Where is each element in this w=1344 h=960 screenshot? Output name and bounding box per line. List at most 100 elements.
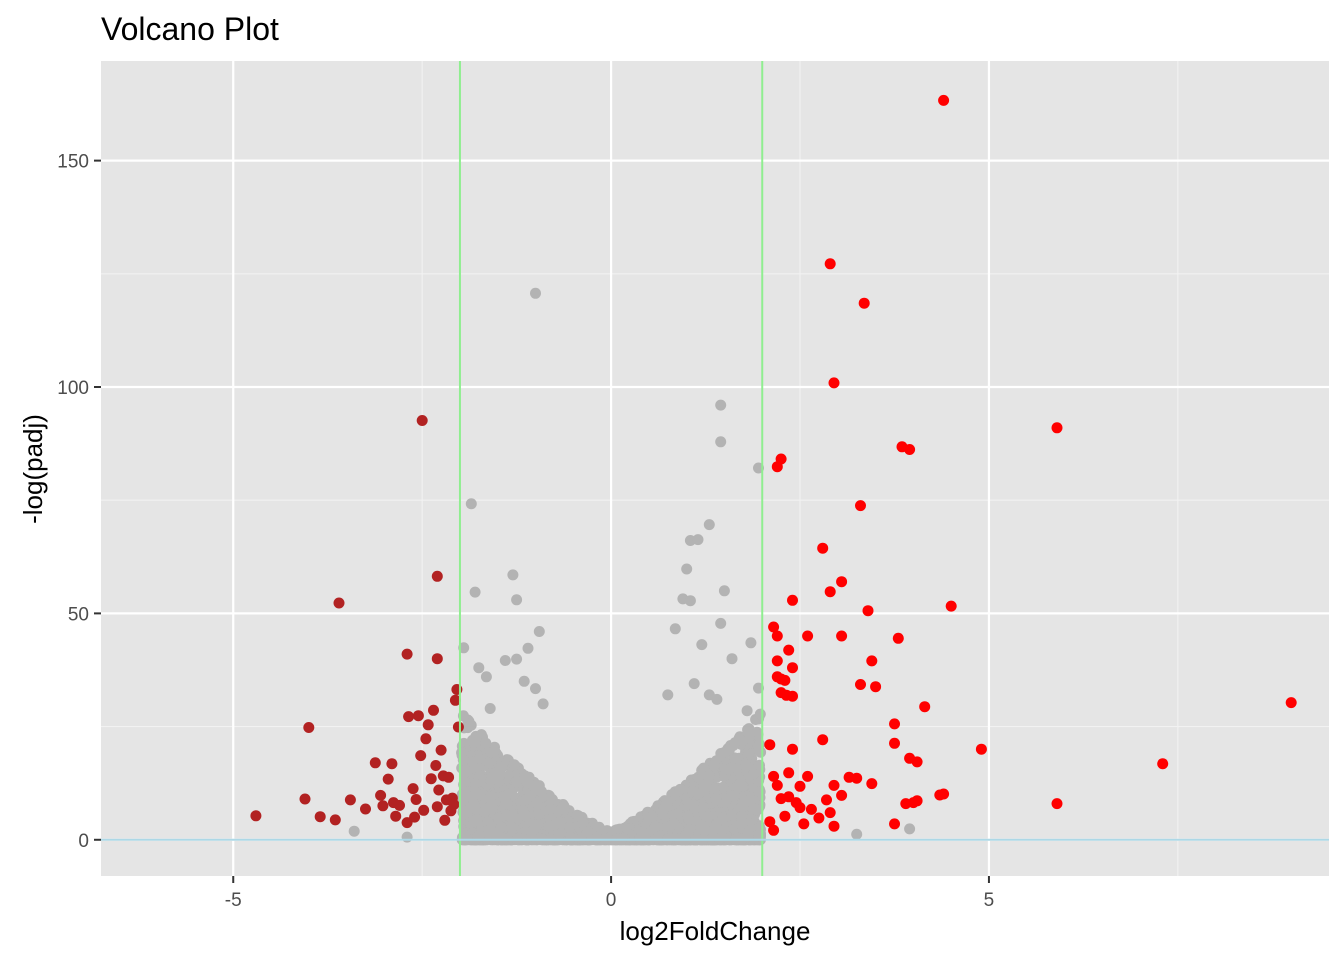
y-tick-label: 50 bbox=[68, 604, 89, 625]
data-point bbox=[768, 770, 780, 782]
nonsignificant-point bbox=[744, 793, 756, 805]
nonsignificant-point bbox=[683, 798, 695, 810]
nonsignificant-point bbox=[664, 820, 676, 832]
nonsignificant-point bbox=[674, 783, 686, 795]
data-point bbox=[1051, 798, 1063, 810]
data-point bbox=[824, 807, 836, 819]
data-point bbox=[911, 756, 923, 768]
data-point bbox=[469, 586, 481, 598]
plot-panel bbox=[101, 61, 1329, 876]
data-point bbox=[522, 642, 534, 654]
data-point bbox=[703, 519, 715, 531]
data-point bbox=[530, 287, 541, 299]
y-axis-title: -log(padj) bbox=[18, 414, 48, 524]
data-point bbox=[412, 710, 424, 722]
data-point bbox=[375, 789, 387, 801]
nonsignificant-point bbox=[717, 782, 728, 794]
data-point bbox=[428, 704, 439, 716]
data-point bbox=[688, 678, 700, 690]
data-point bbox=[403, 711, 415, 723]
data-point bbox=[726, 653, 738, 665]
data-point bbox=[431, 570, 443, 582]
data-point bbox=[828, 820, 840, 832]
data-point bbox=[518, 675, 530, 687]
data-point bbox=[945, 600, 957, 612]
data-point bbox=[771, 461, 783, 473]
data-point bbox=[452, 721, 464, 733]
nonsignificant-point bbox=[531, 819, 543, 831]
data-point bbox=[499, 655, 511, 666]
data-point bbox=[480, 671, 492, 683]
data-point bbox=[407, 783, 419, 795]
data-point bbox=[669, 623, 681, 635]
nonsignificant-point bbox=[582, 825, 594, 837]
nonsignificant-point bbox=[535, 785, 547, 797]
data-point bbox=[802, 630, 814, 642]
nonsignificant-point bbox=[671, 808, 683, 820]
data-point bbox=[465, 498, 477, 510]
data-point bbox=[507, 569, 519, 581]
nonsignificant-point bbox=[754, 708, 766, 720]
data-point bbox=[824, 586, 836, 598]
y-tick-label: 0 bbox=[78, 831, 89, 852]
data-point bbox=[836, 576, 848, 588]
nonsignificant-point bbox=[468, 802, 480, 814]
nonsignificant-point bbox=[713, 833, 725, 845]
data-point bbox=[443, 771, 455, 783]
data-point bbox=[382, 773, 394, 785]
data-point bbox=[821, 794, 832, 806]
nonsignificant-point-cloud bbox=[456, 708, 767, 846]
data-point bbox=[851, 772, 863, 784]
data-point bbox=[433, 784, 445, 796]
nonsignificant-point bbox=[658, 804, 670, 815]
nonsignificant-point bbox=[723, 763, 735, 775]
nonsignificant-point bbox=[564, 821, 575, 833]
data-point bbox=[449, 694, 461, 706]
data-point bbox=[369, 757, 381, 769]
nonsignificant-point bbox=[728, 752, 740, 764]
data-point bbox=[783, 767, 795, 779]
data-point bbox=[715, 617, 727, 629]
data-point bbox=[824, 258, 836, 270]
nonsignificant-point bbox=[528, 780, 540, 792]
nonsignificant-point bbox=[729, 823, 741, 835]
data-point bbox=[422, 719, 434, 731]
data-point bbox=[431, 653, 443, 665]
nonsignificant-point bbox=[653, 829, 665, 841]
data-point bbox=[711, 693, 723, 705]
nonsignificant-point bbox=[747, 768, 759, 780]
nonsignificant-point bbox=[692, 788, 704, 800]
data-point bbox=[794, 780, 806, 792]
nonsignificant-point bbox=[468, 816, 480, 828]
data-point bbox=[250, 810, 262, 822]
data-point bbox=[314, 811, 326, 823]
nonsignificant-point bbox=[484, 791, 496, 803]
data-point bbox=[684, 595, 696, 607]
x-tick-label: -5 bbox=[225, 890, 242, 911]
nonsignificant-point bbox=[475, 729, 487, 741]
data-point bbox=[299, 793, 311, 805]
data-point bbox=[828, 377, 840, 389]
x-axis-title: log2FoldChange bbox=[620, 916, 811, 946]
nonsignificant-point bbox=[533, 808, 545, 820]
data-point bbox=[836, 630, 848, 642]
data-point bbox=[409, 811, 421, 823]
data-point bbox=[715, 436, 727, 448]
nonsignificant-point bbox=[575, 832, 587, 844]
nonsignificant-point bbox=[489, 745, 500, 757]
data-point bbox=[855, 679, 866, 690]
data-point bbox=[410, 794, 422, 805]
nonsignificant-point bbox=[736, 810, 748, 822]
nonsignificant-point bbox=[649, 821, 661, 833]
nonsignificant-point bbox=[683, 814, 695, 826]
nonsignificant-point bbox=[519, 770, 531, 782]
data-point bbox=[386, 758, 398, 770]
data-point bbox=[975, 743, 987, 755]
data-point bbox=[771, 655, 783, 667]
nonsignificant-point bbox=[698, 762, 710, 774]
nonsignificant-point bbox=[661, 795, 673, 807]
data-point bbox=[794, 802, 806, 814]
data-point bbox=[741, 705, 753, 717]
data-point bbox=[787, 743, 798, 755]
data-point bbox=[764, 739, 776, 751]
